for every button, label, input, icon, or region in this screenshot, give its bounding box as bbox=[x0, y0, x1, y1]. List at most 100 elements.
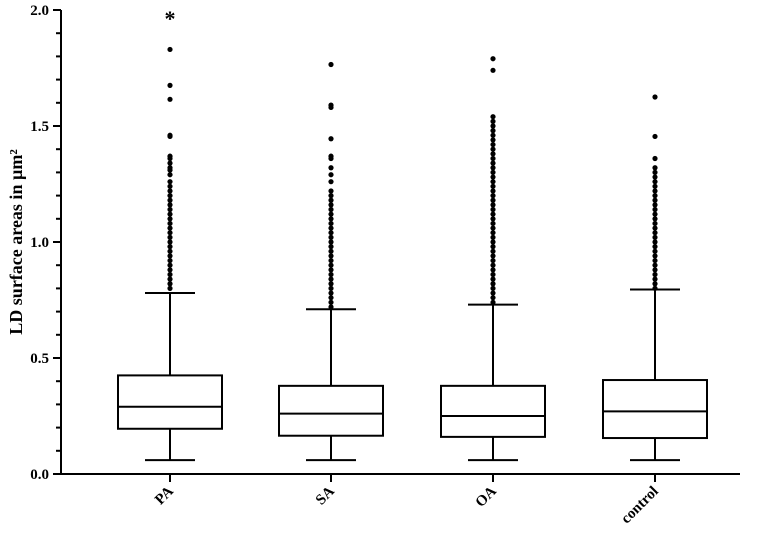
outlier-point bbox=[652, 165, 658, 171]
outlier-point bbox=[652, 253, 658, 259]
outlier-point bbox=[652, 257, 658, 264]
outlier-point bbox=[167, 167, 173, 173]
outlier-point bbox=[490, 118, 496, 124]
outlier-point bbox=[328, 285, 334, 291]
iqr-box bbox=[440, 384, 546, 438]
outlier-point bbox=[167, 220, 173, 227]
outlier-point bbox=[652, 202, 658, 208]
outlier-point bbox=[490, 137, 496, 143]
box-sa bbox=[278, 61, 384, 462]
outlier-point bbox=[328, 244, 334, 250]
outlier-point bbox=[490, 225, 496, 231]
significance-marker: * bbox=[165, 6, 176, 31]
outlier-point bbox=[652, 188, 658, 194]
outlier-point bbox=[167, 253, 173, 259]
outlier-point bbox=[652, 230, 658, 236]
outlier-point bbox=[490, 193, 496, 199]
x-axis: PA SA OA control bbox=[60, 473, 740, 528]
iqr-box bbox=[278, 384, 384, 437]
y-tick-label: 2.0 bbox=[30, 3, 49, 19]
outlier-point bbox=[167, 281, 173, 287]
outlier-point bbox=[328, 234, 334, 240]
outlier-point bbox=[490, 267, 496, 273]
outlier-point bbox=[167, 197, 173, 203]
outlier-point bbox=[167, 155, 173, 162]
outlier-point bbox=[328, 304, 334, 310]
outlier-point bbox=[652, 234, 658, 240]
outlier-point bbox=[490, 253, 496, 259]
outlier-point bbox=[652, 281, 658, 287]
outlier-point bbox=[490, 281, 496, 287]
outlier-point bbox=[652, 262, 658, 268]
outlier-point bbox=[328, 136, 334, 142]
outlier-point bbox=[167, 257, 173, 264]
outlier-point bbox=[167, 133, 173, 140]
y-tick-label: 1.0 bbox=[30, 235, 49, 251]
outlier-point bbox=[490, 179, 496, 185]
outlier-point bbox=[490, 271, 496, 278]
outlier-point bbox=[490, 299, 496, 305]
outlier-point bbox=[490, 257, 496, 264]
y-tick-label: 0.5 bbox=[30, 351, 49, 367]
outlier-point bbox=[652, 193, 658, 199]
outlier-point bbox=[490, 114, 496, 120]
outlier-point bbox=[167, 239, 173, 245]
outlier-point bbox=[490, 169, 496, 175]
outlier-point bbox=[652, 285, 658, 291]
outlier-point bbox=[490, 197, 496, 203]
outlier-point bbox=[490, 248, 496, 254]
outlier-point bbox=[490, 216, 496, 222]
outlier-point bbox=[328, 299, 334, 305]
outlier-point bbox=[328, 230, 334, 236]
outlier-point bbox=[328, 276, 334, 282]
outlier-point bbox=[328, 262, 334, 268]
outlier-point bbox=[652, 94, 658, 100]
outlier-point bbox=[490, 188, 496, 194]
outlier-point bbox=[328, 271, 334, 278]
outlier-point bbox=[328, 257, 334, 264]
outlier-point bbox=[490, 239, 496, 245]
y-axis-title: LD surface areas in µm² bbox=[6, 149, 26, 334]
outlier-point bbox=[652, 179, 658, 185]
outlier-point bbox=[328, 239, 334, 245]
outlier-point bbox=[167, 276, 173, 282]
outlier-point bbox=[652, 225, 658, 231]
outlier-point bbox=[167, 262, 173, 268]
y-axis: 0.0 0.5 1.0 1.5 2.0 bbox=[30, 3, 62, 483]
outlier-point bbox=[652, 211, 658, 217]
x-tick-label: PA bbox=[152, 483, 177, 508]
outlier-point bbox=[490, 244, 496, 250]
outlier-point bbox=[490, 202, 496, 208]
outlier-point bbox=[167, 225, 173, 231]
outlier-point bbox=[652, 155, 658, 162]
outlier-point bbox=[490, 262, 496, 268]
outlier-point bbox=[328, 295, 334, 301]
boxes: * bbox=[117, 6, 708, 462]
outlier-point bbox=[328, 197, 334, 203]
outlier-point bbox=[167, 193, 173, 199]
box-oa bbox=[440, 56, 546, 462]
x-tick-label: OA bbox=[473, 483, 500, 510]
outlier-point bbox=[490, 56, 496, 62]
outlier-point bbox=[167, 179, 173, 185]
outlier-point bbox=[490, 220, 496, 227]
outlier-point bbox=[652, 206, 658, 213]
outlier-point bbox=[328, 267, 334, 273]
outlier-point bbox=[490, 146, 496, 152]
x-tick-label: control bbox=[618, 484, 662, 528]
outlier-point bbox=[652, 169, 658, 175]
outlier-point bbox=[167, 188, 173, 194]
outlier-point bbox=[490, 165, 496, 171]
outlier-point bbox=[490, 174, 496, 180]
outlier-point bbox=[490, 290, 496, 296]
iqr-box bbox=[117, 374, 223, 430]
outlier-point bbox=[652, 276, 658, 282]
outlier-point bbox=[167, 183, 173, 189]
outlier-point bbox=[490, 206, 496, 213]
outlier-point bbox=[167, 211, 173, 217]
outlier-point bbox=[328, 281, 334, 287]
y-tick-label: 1.5 bbox=[30, 119, 49, 135]
outlier-point bbox=[490, 234, 496, 240]
outlier-point bbox=[652, 133, 658, 140]
outlier-point bbox=[490, 132, 496, 138]
